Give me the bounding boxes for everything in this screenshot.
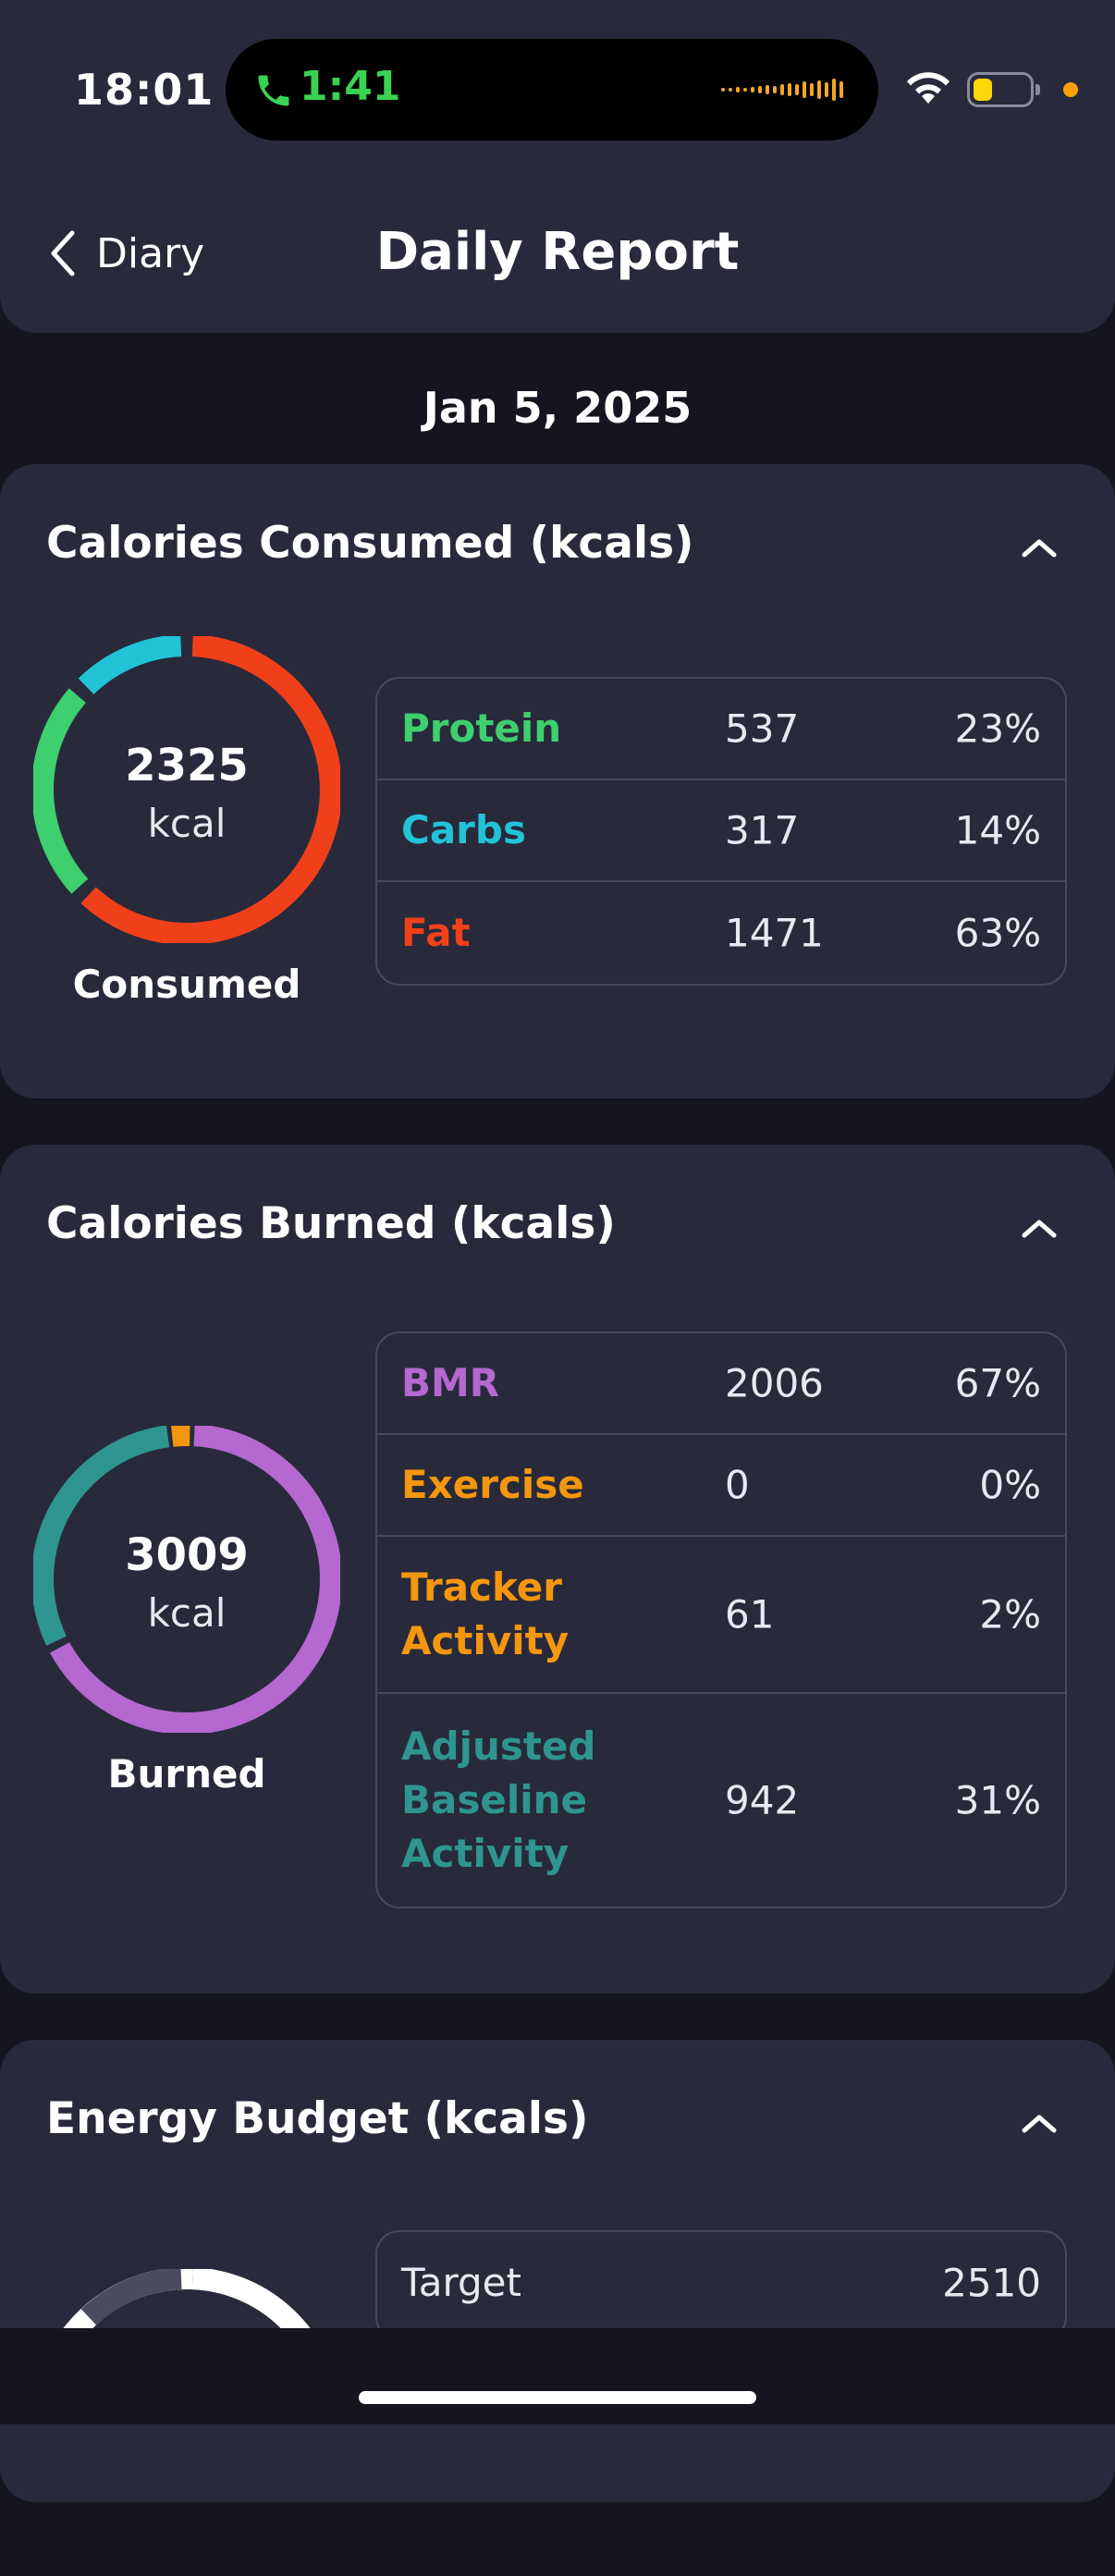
fat-arc: [80, 634, 342, 945]
back-label: Diary: [96, 229, 205, 277]
table-row: Protein 537 23%: [377, 679, 1065, 780]
calories-burned-card: Calories Burned (kcals) 3009 kcal Burned…: [0, 1145, 1115, 1993]
home-indicator[interactable]: [359, 2391, 756, 2404]
table-row: Adjusted Baseline Activity 942 31%: [377, 1694, 1065, 1907]
chevron-left-icon: [51, 230, 75, 276]
privacy-indicator-dot: [1063, 82, 1078, 97]
row-name: Tracker Activity: [401, 1564, 570, 1663]
row-percent: 23%: [954, 705, 1041, 752]
chevron-up-icon[interactable]: [1019, 2110, 1060, 2136]
row-value: 2006: [725, 1360, 824, 1406]
row-name: Target: [401, 2260, 521, 2305]
row-percent: 2%: [979, 1591, 1041, 1638]
consumed-ring: [31, 634, 342, 945]
row-name: Carbs: [401, 807, 526, 853]
consumed-unit: kcal: [147, 801, 227, 846]
baseline-arc: [31, 1425, 170, 1646]
row-value: 942: [725, 1777, 800, 1823]
burned-label: Burned: [107, 1751, 266, 1797]
table-row: Target 2510: [377, 2232, 1065, 2334]
burned-total: 3009: [125, 1529, 249, 1581]
table-row: Fat 1471 63%: [377, 882, 1065, 984]
table-row: Carbs 317 14%: [377, 780, 1065, 882]
chevron-up-icon[interactable]: [1019, 534, 1060, 560]
energy-budget-card: Energy Budget (kcals) Target 2510: [0, 2040, 1115, 2502]
row-name: Adjusted Baseline Activity: [401, 1723, 596, 1876]
carbs-arc: [78, 634, 182, 695]
burned-unit: kcal: [147, 1590, 227, 1636]
consumed-label: Consumed: [72, 962, 301, 1007]
row-name: Fat: [401, 910, 471, 955]
call-duration: 1:41: [300, 63, 401, 110]
phone-icon: [258, 75, 289, 106]
wifi-icon: [907, 72, 950, 104]
bmr-arc: [50, 1424, 342, 1735]
macro-table: Protein 537 23% Carbs 317 14% Fat 1471 6…: [375, 677, 1067, 986]
status-time: 18:01: [74, 65, 214, 115]
row-percent: 63%: [954, 910, 1041, 956]
row-name: Protein: [401, 705, 562, 751]
table-row: Tracker Activity 61 2%: [377, 1537, 1065, 1694]
dynamic-island[interactable]: 1:41: [226, 39, 878, 141]
card-title[interactable]: Energy Budget (kcals): [46, 2093, 589, 2144]
audio-wave-icon: [721, 74, 843, 105]
page-title: Daily Report: [375, 222, 740, 282]
row-value: 61: [725, 1591, 775, 1638]
row-percent: 14%: [954, 807, 1041, 853]
row-name: BMR: [401, 1360, 500, 1405]
home-bar-area: [0, 2328, 1115, 2424]
budget-table: Target 2510: [375, 2230, 1067, 2341]
card-title[interactable]: Calories Burned (kcals): [46, 1198, 616, 1249]
row-percent: 67%: [954, 1360, 1041, 1406]
back-button[interactable]: Diary: [46, 227, 204, 279]
tracker-arc: [170, 1423, 190, 1447]
row-percent: 31%: [954, 1777, 1041, 1823]
burned-donut: 3009 kcal Burned: [31, 1423, 342, 1814]
table-row: BMR 2006 67%: [377, 1333, 1065, 1435]
burned-ring: [31, 1423, 342, 1735]
chevron-up-icon[interactable]: [1019, 1215, 1060, 1241]
burn-table: BMR 2006 67% Exercise 0 0% Tracker Activ…: [375, 1331, 1067, 1908]
table-row: Exercise 0 0%: [377, 1435, 1065, 1537]
row-value: 0: [725, 1462, 750, 1508]
consumed-donut: 2325 kcal Consumed: [31, 634, 342, 1024]
row-percent: 0%: [979, 1462, 1041, 1508]
row-value: 2510: [942, 2260, 1041, 2306]
row-value: 1471: [725, 910, 824, 956]
row-value: 537: [725, 705, 800, 752]
row-value: 317: [725, 807, 800, 853]
protein-arc: [31, 688, 89, 894]
card-title[interactable]: Calories Consumed (kcals): [46, 518, 694, 569]
battery-icon: [967, 72, 1040, 107]
row-name: Exercise: [401, 1462, 584, 1507]
consumed-total: 2325: [125, 740, 249, 791]
report-date: Jan 5, 2025: [423, 383, 692, 433]
calories-consumed-card: Calories Consumed (kcals) 2325 kcal Cons…: [0, 464, 1115, 1098]
